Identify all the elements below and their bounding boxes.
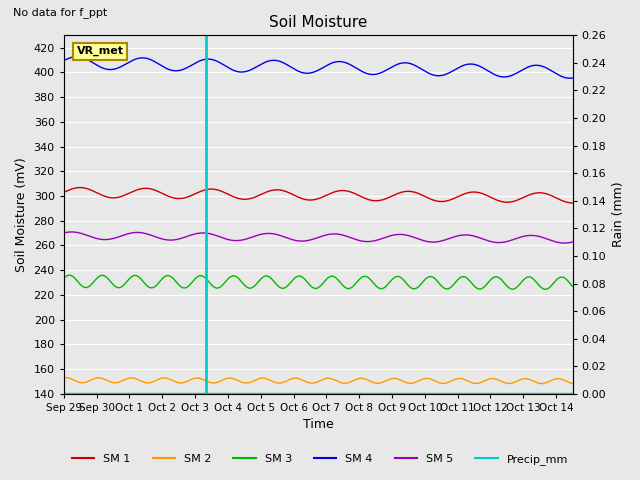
Text: No data for f_ppt: No data for f_ppt: [13, 7, 107, 18]
Y-axis label: Rain (mm): Rain (mm): [612, 182, 625, 247]
X-axis label: Time: Time: [303, 419, 333, 432]
Y-axis label: Soil Moisture (mV): Soil Moisture (mV): [15, 157, 28, 272]
Title: Soil Moisture: Soil Moisture: [269, 15, 367, 30]
Legend: SM 1, SM 2, SM 3, SM 4, SM 5, Precip_mm: SM 1, SM 2, SM 3, SM 4, SM 5, Precip_mm: [68, 450, 572, 469]
Text: VR_met: VR_met: [77, 46, 124, 56]
